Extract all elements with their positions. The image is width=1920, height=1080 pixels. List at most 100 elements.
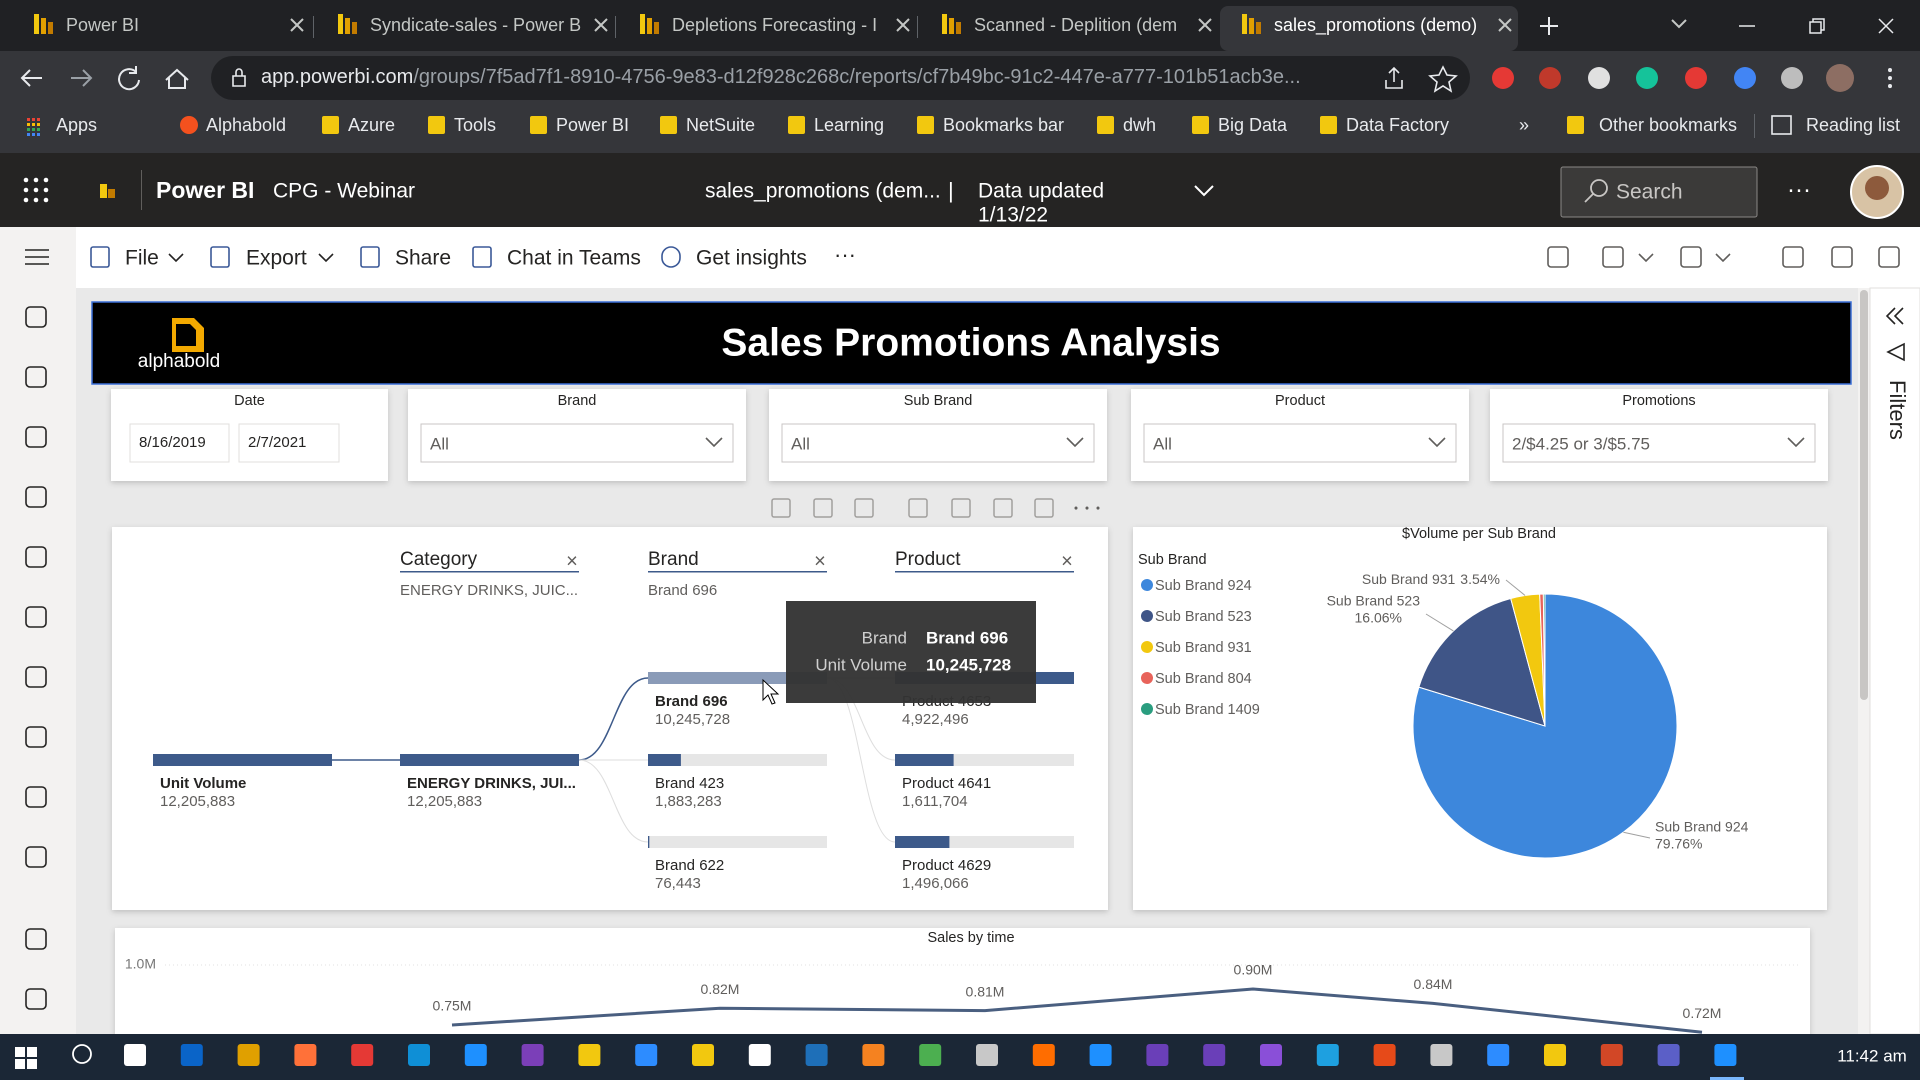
- connector: [578, 677, 649, 761]
- tab-favicon: [647, 18, 652, 34]
- level-header[interactable]: Product: [895, 549, 961, 570]
- report-title: Sales Promotions Analysis: [721, 321, 1220, 364]
- data-label: 0.81M: [966, 983, 1005, 999]
- level-close[interactable]: ×: [1061, 550, 1073, 572]
- taskbar-app: [976, 1044, 998, 1066]
- extension-icon[interactable]: [1539, 67, 1561, 89]
- other-bookmarks[interactable]: Other bookmarks: [1599, 115, 1737, 135]
- node-name[interactable]: Unit Volume: [160, 775, 246, 792]
- tab-divider: [313, 16, 314, 38]
- tab-favicon: [949, 18, 954, 34]
- taskbar-app: [578, 1044, 601, 1066]
- legend-item[interactable]: Sub Brand 924: [1155, 578, 1252, 594]
- level-header[interactable]: Brand: [648, 549, 699, 570]
- bookmark[interactable]: Power BI: [556, 115, 629, 135]
- bookmark[interactable]: Azure: [348, 115, 395, 135]
- legend-item[interactable]: Sub Brand 804: [1155, 671, 1252, 687]
- profile-avatar[interactable]: [1826, 64, 1854, 92]
- extension-icon[interactable]: [1636, 67, 1658, 89]
- nav-icon: [25, 306, 47, 328]
- bookmark-folder: [530, 116, 547, 134]
- toolbar-item[interactable]: Chat in Teams: [507, 247, 641, 270]
- visual-header-icon: [951, 498, 971, 518]
- bookmark[interactable]: Data Factory: [1346, 115, 1449, 135]
- filters-label[interactable]: Filters: [1885, 380, 1910, 440]
- bookmark[interactable]: Learning: [814, 115, 884, 135]
- node-name[interactable]: Product 4641: [902, 775, 991, 792]
- taskbar-app: [1316, 1044, 1339, 1066]
- toolbar: [0, 227, 1920, 288]
- reload: [118, 66, 140, 91]
- toolbar-item[interactable]: File: [125, 247, 159, 270]
- tab-title[interactable]: Power BI: [66, 15, 139, 35]
- title-banner: [91, 301, 1852, 385]
- bookmark[interactable]: Bookmarks bar: [943, 115, 1064, 135]
- taskbar-search[interactable]: [72, 1044, 92, 1064]
- level-selection: Brand 696: [648, 582, 717, 599]
- date-value[interactable]: 8/16/2019: [139, 434, 206, 451]
- bookmark[interactable]: Alphabold: [206, 115, 286, 135]
- bookmark[interactable]: NetSuite: [686, 115, 755, 135]
- extension-icon[interactable]: [1685, 67, 1707, 89]
- start-button: [27, 1059, 37, 1069]
- node-name[interactable]: Brand 622: [655, 857, 724, 874]
- bookmark[interactable]: dwh: [1123, 115, 1156, 135]
- toolbar-more[interactable]: ···: [834, 242, 856, 267]
- legend-item[interactable]: Sub Brand 931: [1155, 640, 1252, 656]
- bookmark[interactable]: Apps: [56, 115, 97, 135]
- date-value[interactable]: 2/7/2021: [248, 434, 306, 451]
- node-bar: [153, 754, 332, 766]
- taskbar-app: [294, 1044, 317, 1066]
- bookmark-folder: [1567, 116, 1584, 134]
- product-name[interactable]: Power BI: [156, 177, 254, 203]
- line-series: [451, 987, 1703, 1034]
- tab-favicon: [345, 18, 350, 34]
- omnibox: [211, 56, 1470, 100]
- tab-title[interactable]: sales_promotions (demo): [1274, 15, 1477, 36]
- header-more[interactable]: ···: [1787, 176, 1811, 203]
- start-button: [27, 1047, 37, 1057]
- search[interactable]: Search: [1616, 181, 1683, 204]
- tab-favicon: [640, 14, 645, 34]
- tab-title[interactable]: Syndicate-sales - Power B: [370, 15, 581, 35]
- taskbar-app: [1714, 1044, 1737, 1066]
- slicer-value[interactable]: All: [1153, 434, 1172, 453]
- node-name[interactable]: ENERGY DRINKS, JUI...: [407, 775, 576, 792]
- toolbar-chevron: [168, 253, 184, 263]
- level-close[interactable]: ×: [814, 550, 826, 572]
- node-name[interactable]: Brand 696: [655, 693, 728, 710]
- bookmark[interactable]: Tools: [454, 115, 496, 135]
- legend-item[interactable]: Sub Brand 523: [1155, 609, 1252, 625]
- node-value: 76,443: [655, 875, 701, 892]
- extension-icon[interactable]: [1588, 67, 1610, 89]
- apps-icon: [37, 123, 40, 126]
- level-close[interactable]: ×: [566, 550, 578, 572]
- slicer-value[interactable]: All: [430, 434, 449, 453]
- extension-icon[interactable]: [1781, 67, 1803, 89]
- toolbar-icon: [360, 246, 380, 268]
- tab-title[interactable]: Scanned - Deplition (dem: [974, 15, 1177, 35]
- level-header[interactable]: Category: [400, 549, 478, 570]
- toolbar-item[interactable]: Export: [246, 247, 307, 270]
- node-name[interactable]: Brand 423: [655, 775, 724, 792]
- toolbar-item[interactable]: Share: [395, 247, 451, 270]
- tab-title[interactable]: Depletions Forecasting - I: [672, 15, 877, 35]
- slicer-value[interactable]: 2/$4.25 or 3/$5.75: [1512, 434, 1650, 453]
- workspace[interactable]: CPG - Webinar: [273, 180, 415, 203]
- node-name[interactable]: Product 4629: [902, 857, 991, 874]
- toolbar-item[interactable]: Get insights: [696, 247, 807, 270]
- active-tab: [1220, 6, 1518, 51]
- nav-icon: [25, 546, 47, 568]
- bookmarks-more[interactable]: »: [1519, 115, 1529, 135]
- slicer-value[interactable]: All: [791, 434, 810, 453]
- bookmark[interactable]: Big Data: [1218, 115, 1288, 135]
- left-nav: [0, 227, 76, 1034]
- legend-item[interactable]: Sub Brand 1409: [1155, 702, 1260, 718]
- extension-icon[interactable]: [1734, 67, 1756, 89]
- app-launcher: [43, 187, 49, 193]
- home: [165, 68, 189, 89]
- extension-icon[interactable]: [1492, 67, 1514, 89]
- reading-list[interactable]: Reading list: [1806, 115, 1900, 135]
- taskbar-app: [635, 1044, 658, 1066]
- url[interactable]: app.powerbi.com/groups/7f5ad7f1-8910-475…: [261, 66, 1301, 88]
